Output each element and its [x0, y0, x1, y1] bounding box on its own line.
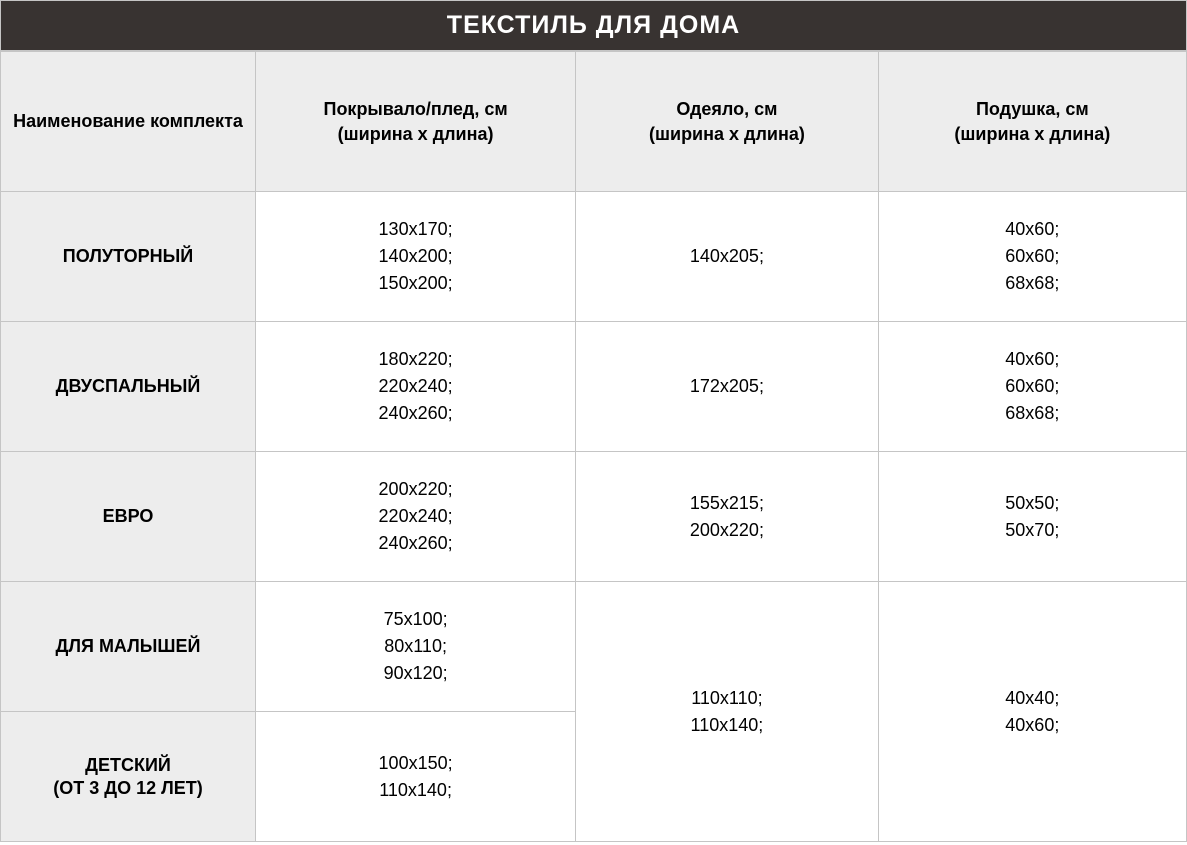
cell-cover: 100х150;110х140;: [255, 712, 575, 842]
row-label-babies: ДЛЯ МАЛЫШЕЙ: [1, 582, 256, 712]
col-header-name: Наименование комплекта: [1, 52, 256, 192]
col-header-pillow: Подушка, см(ширина х длина): [878, 52, 1186, 192]
row-label-euro: ЕВРО: [1, 452, 256, 582]
row-label-polutorny: ПОЛУТОРНЫЙ: [1, 192, 256, 322]
row-label-children: ДЕТСКИЙ(ОТ 3 ДО 12 ЛЕТ): [1, 712, 256, 842]
cell-cover: 200х220;220х240;240х260;: [255, 452, 575, 582]
cell-cover: 75х100;80х110;90х120;: [255, 582, 575, 712]
table-header-row: Наименование комплекта Покрывало/плед, с…: [1, 52, 1187, 192]
cell-blanket: 140х205;: [576, 192, 878, 322]
table-row: ДЛЯ МАЛЫШЕЙ 75х100;80х110;90х120; 110х11…: [1, 582, 1187, 712]
table-title: ТЕКСТИЛЬ ДЛЯ ДОМА: [0, 0, 1187, 51]
table-row: ДВУСПАЛЬНЫЙ 180х220;220х240;240х260; 172…: [1, 322, 1187, 452]
cell-pillow: 40х60;60х60;68х68;: [878, 192, 1186, 322]
cell-blanket: 155х215;200х220;: [576, 452, 878, 582]
cell-pillow-merged: 40х40;40х60;: [878, 582, 1186, 842]
cell-cover: 130х170;140х200;150х200;: [255, 192, 575, 322]
cell-blanket: 172х205;: [576, 322, 878, 452]
table-row: ЕВРО 200х220;220х240;240х260; 155х215;20…: [1, 452, 1187, 582]
size-table: Наименование комплекта Покрывало/плед, с…: [0, 51, 1187, 842]
col-header-cover: Покрывало/плед, см(ширина х длина): [255, 52, 575, 192]
table-row: ПОЛУТОРНЫЙ 130х170;140х200;150х200; 140х…: [1, 192, 1187, 322]
cell-blanket-merged: 110х110;110х140;: [576, 582, 878, 842]
textile-size-table: ТЕКСТИЛЬ ДЛЯ ДОМА Наименование комплекта…: [0, 0, 1187, 842]
col-header-blanket: Одеяло, см(ширина х длина): [576, 52, 878, 192]
cell-pillow: 50х50;50х70;: [878, 452, 1186, 582]
cell-pillow: 40х60;60х60;68х68;: [878, 322, 1186, 452]
row-label-dvuspalny: ДВУСПАЛЬНЫЙ: [1, 322, 256, 452]
cell-cover: 180х220;220х240;240х260;: [255, 322, 575, 452]
